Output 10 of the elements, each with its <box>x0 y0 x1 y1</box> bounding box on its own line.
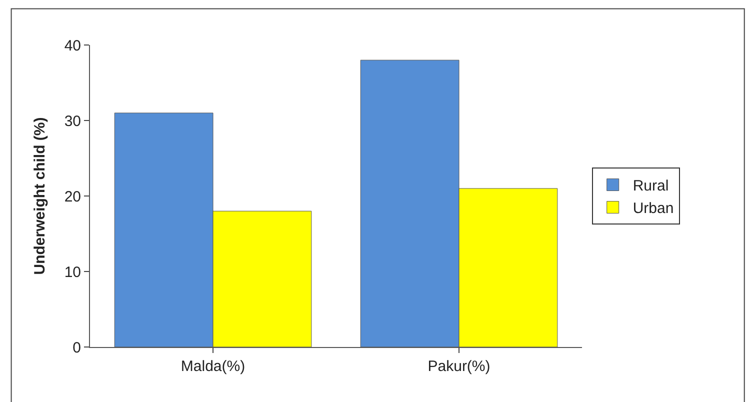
x-tick-label: Pakur(%) <box>428 358 490 375</box>
y-axis-title: Underweight child (%) <box>32 117 49 275</box>
legend-label: Urban <box>632 200 674 218</box>
y-tick-label: 20 <box>64 188 81 206</box>
y-tick-label: 0 <box>72 339 81 356</box>
y-tick-label: 10 <box>64 264 81 281</box>
y-tick-label: 40 <box>64 37 81 54</box>
x-tick-label: Malda(%) <box>180 358 246 375</box>
legend-label: Rural <box>632 178 669 195</box>
y-tick-label: 30 <box>64 112 81 130</box>
